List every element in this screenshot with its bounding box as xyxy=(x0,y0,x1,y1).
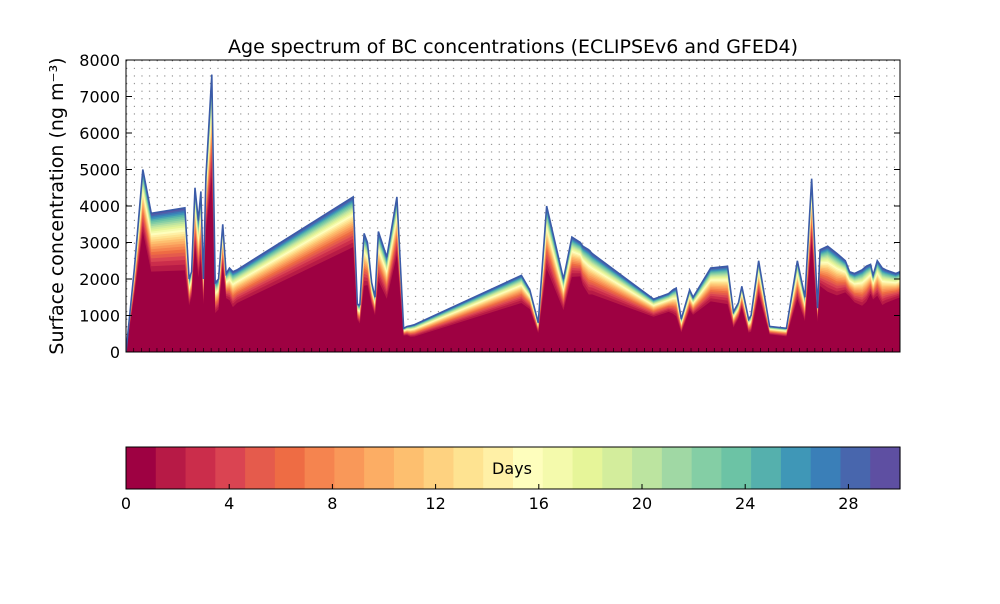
colorbar-swatch xyxy=(870,447,901,489)
colorbar-tick-label: 4 xyxy=(224,494,234,513)
colorbar-swatch xyxy=(661,447,693,489)
colorbar-swatch xyxy=(810,447,842,489)
y-tick-label: 4000 xyxy=(79,197,120,216)
colorbar-label: Days xyxy=(492,459,532,478)
colorbar-tick-label: 12 xyxy=(425,494,445,513)
y-tick-label: 3000 xyxy=(79,234,120,253)
colorbar-swatch xyxy=(334,447,365,489)
colorbar-tick-label: 8 xyxy=(327,494,337,513)
colorbar-swatch xyxy=(542,447,574,489)
colorbar-swatch xyxy=(483,447,514,489)
y-tick-label: 7000 xyxy=(79,88,120,107)
colorbar-swatch xyxy=(215,447,246,489)
colorbar-tick-label: 16 xyxy=(529,494,549,513)
colorbar-swatch xyxy=(513,447,544,489)
colorbar-swatch xyxy=(126,447,157,489)
chart-title: Age spectrum of BC concentrations (ECLIP… xyxy=(228,36,798,58)
colorbar-tick-label: 20 xyxy=(632,494,652,513)
colorbar-swatch xyxy=(751,447,782,489)
y-tick-label: 5000 xyxy=(79,161,120,180)
colorbar-swatch xyxy=(274,447,306,489)
colorbar-swatch xyxy=(691,447,722,489)
colorbar-swatch xyxy=(632,447,663,489)
y-axis: 0 1000 2000 3000 4000 5000 6000 7000 8000 xyxy=(79,51,900,362)
colorbar-swatch xyxy=(155,447,187,489)
colorbar-tick-label: 28 xyxy=(838,494,858,513)
colorbar-swatch xyxy=(364,447,395,489)
area-layers xyxy=(126,74,900,352)
colorbar-swatch xyxy=(602,447,633,489)
colorbar-tick-label: 0 xyxy=(121,494,131,513)
colorbar-swatch xyxy=(304,447,335,489)
colorbar-swatch xyxy=(840,447,871,489)
colorbar-swatch xyxy=(572,447,603,489)
colorbar-frame xyxy=(125,446,901,490)
y-tick-label: 2000 xyxy=(79,270,120,289)
colorbar-swatch xyxy=(453,447,484,489)
colorbar-tick-label: 24 xyxy=(735,494,755,513)
y-axis-label: Surface concentration (ng m⁻³) xyxy=(46,57,68,354)
y-tick-label: 1000 xyxy=(79,307,120,326)
colorbar-swatch xyxy=(185,447,216,489)
colorbar-swatch xyxy=(393,447,425,489)
y-tick-label: 6000 xyxy=(79,124,120,143)
colorbar: 0 4 8 12 16 20 24 28 xyxy=(121,446,901,513)
colorbar-swatch xyxy=(721,447,752,489)
total-concentration-line xyxy=(126,74,900,352)
age-band-0 xyxy=(126,176,900,352)
x-axis-ticks xyxy=(125,348,901,352)
colorbar-swatch xyxy=(245,447,276,489)
colorbar-swatch xyxy=(780,447,812,489)
y-tick-label: 8000 xyxy=(79,51,120,70)
colorbar-swatch xyxy=(423,447,455,489)
y-tick-label: 0 xyxy=(110,343,120,362)
